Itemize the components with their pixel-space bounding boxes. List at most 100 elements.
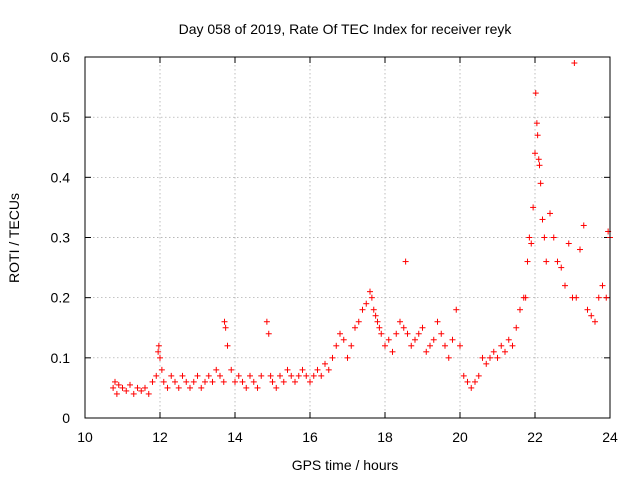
y-tick-label: 0.2 [51,290,71,306]
data-point [577,246,583,253]
data-point [254,384,261,391]
data-point [367,288,373,295]
data-point [322,360,328,367]
data-point [415,330,422,337]
data-point [340,336,347,343]
data-point [155,342,162,349]
data-point [526,234,533,241]
data-point [333,342,340,349]
data-point [382,342,388,349]
data-point [213,366,220,373]
data-point [547,210,553,217]
data-point [537,180,544,187]
data-point [498,342,505,349]
data-point [389,348,396,355]
y-tick-label: 0 [62,410,70,426]
data-point [295,372,302,379]
data-point [509,342,516,349]
data-point [149,378,156,385]
data-point [475,372,482,379]
data-point [263,318,270,325]
data-point [250,378,257,385]
data-point [112,378,118,385]
x-tick-label: 24 [602,429,618,445]
data-point [209,378,216,385]
data-point [494,354,501,361]
data-point [239,378,246,385]
data-point [155,348,162,355]
data-point [175,384,182,391]
data-point [603,294,610,301]
data-point [348,342,355,349]
data-point [393,330,400,337]
data-point [164,384,171,391]
data-point [202,378,208,385]
data-point [303,372,310,379]
plot-frame [84,56,611,419]
data-point [372,312,379,319]
data-point [228,366,235,373]
y-axis-label: ROTI / TECUs [6,193,22,283]
data-point [198,384,205,391]
data-point [277,372,283,379]
data-point [541,234,548,241]
data-points [110,60,613,397]
data-point [464,378,471,385]
y-tick-label: 0.6 [51,49,71,65]
data-point [205,372,212,379]
data-point [235,372,242,379]
data-point [337,330,343,337]
data-point [404,330,411,337]
data-point [314,366,321,373]
data-point [172,378,178,385]
x-tick-label: 20 [452,429,468,445]
data-point [370,306,377,313]
data-point [502,348,508,355]
data-point [265,330,272,337]
chart-title: Day 058 of 2019, Rate Of TEC Index for r… [179,21,513,37]
data-point [378,330,385,337]
data-point [524,258,531,265]
data-point [258,372,265,379]
data-point [368,294,375,301]
data-point [402,258,409,265]
data-point [153,372,160,379]
data-point [445,354,452,361]
data-point [292,378,298,385]
data-point [580,222,587,229]
data-point [534,132,541,139]
data-point [592,318,598,325]
data-point [434,318,441,325]
x-tick-label: 14 [227,429,243,445]
data-point [247,372,253,379]
y-tick-label: 0.1 [51,350,71,366]
data-point [438,330,445,337]
y-tick-label: 0.5 [51,109,71,125]
data-point [325,366,332,373]
data-point [460,372,467,379]
data-point [423,348,430,355]
data-point [376,324,383,331]
data-point [397,318,403,325]
data-point [232,378,238,385]
tick-labels: 10 12 14 16 18 20 22 24 0 0.1 0.2 0.3 0.4 0.5 0.6 [51,49,618,445]
data-point [310,372,317,379]
data-point [359,306,366,313]
data-point [130,390,137,397]
data-point [220,378,227,385]
data-point [442,342,448,349]
data-point [299,366,306,373]
data-point [221,318,228,325]
data-point [483,360,490,367]
data-point [363,300,370,307]
data-point [157,354,163,361]
x-tick-label: 18 [377,429,393,445]
data-point [536,162,543,169]
data-point [571,60,578,67]
data-point [535,156,542,163]
data-point [224,342,231,349]
data-point [280,378,287,385]
data-point [307,378,313,385]
data-point [412,336,418,343]
data-point [329,354,336,361]
